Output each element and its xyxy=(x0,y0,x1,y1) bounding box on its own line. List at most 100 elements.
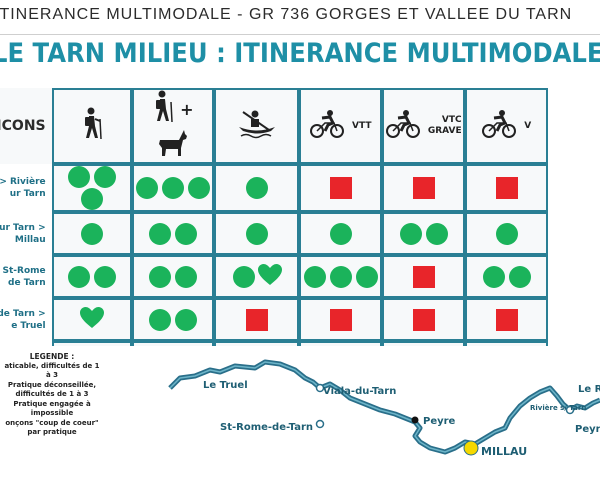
heart-icon xyxy=(257,263,283,291)
table-cell xyxy=(465,164,548,212)
hiker-icon xyxy=(79,107,105,145)
table-cell xyxy=(214,255,300,298)
table-cell xyxy=(214,298,300,341)
table-cell xyxy=(51,255,133,298)
red-square xyxy=(245,308,268,331)
table-body: ier > Rivière ur Tarn e sur Tarn > Millau… xyxy=(0,164,548,346)
table-row: > St-Rome de Tarn xyxy=(0,255,548,298)
legend-line: par pratique xyxy=(27,428,77,436)
green-dot xyxy=(80,188,103,210)
red-square xyxy=(329,308,352,331)
donkey-icon xyxy=(157,128,189,162)
table-cell xyxy=(299,255,383,298)
le-truel-label: Le Truel xyxy=(203,380,248,391)
red-square xyxy=(412,308,435,331)
table-cell xyxy=(214,164,300,212)
table-cell xyxy=(465,255,548,298)
green-dot xyxy=(175,308,198,331)
table-cell xyxy=(299,212,383,255)
green-dot xyxy=(93,265,116,288)
heart-icon xyxy=(79,306,105,334)
viala-dot xyxy=(315,383,325,393)
green-dot xyxy=(399,222,422,245)
road-bike-label: V xyxy=(524,120,532,131)
col-header-road-bike: V xyxy=(465,88,548,164)
green-dot xyxy=(482,265,505,288)
millau-dot xyxy=(463,440,479,456)
col-header-vtt: VTT xyxy=(299,88,383,164)
cyclist-icon xyxy=(385,109,420,143)
table-cell xyxy=(465,341,548,346)
red-square xyxy=(329,177,352,199)
legend-line: Pratique engagée à xyxy=(13,399,91,408)
tarn-river-inner xyxy=(169,361,600,453)
table-row: uel > Brousse Château xyxy=(0,341,548,346)
col-header-hiking xyxy=(51,88,133,164)
peyre-dot xyxy=(411,416,419,424)
green-dot xyxy=(149,265,172,288)
table-cell xyxy=(382,255,466,298)
green-dot xyxy=(329,222,352,245)
table-cell xyxy=(382,298,466,341)
corner-label: ONCONS xyxy=(0,88,52,164)
green-dot xyxy=(303,265,326,288)
legend-line: aticable, difficultés de 1 xyxy=(4,361,100,370)
green-dot xyxy=(188,177,211,199)
legend: LEGENDE : aticable, difficultés de 1 à 3… xyxy=(0,352,104,438)
cyclist-icon xyxy=(482,109,517,143)
table-row: ier > Rivière ur Tarn xyxy=(0,164,548,212)
table-cell xyxy=(132,298,215,341)
vtc-gravel-label: VTC GRAVE xyxy=(427,115,462,136)
table-cell xyxy=(382,341,466,346)
red-square xyxy=(495,308,518,331)
le-r-label: Le R xyxy=(578,384,600,395)
green-dot xyxy=(136,177,159,199)
green-dot xyxy=(149,222,172,245)
green-dot xyxy=(329,265,352,288)
table-cell xyxy=(132,212,215,255)
header-divider xyxy=(0,34,600,35)
row-label: ier > Rivière ur Tarn xyxy=(0,177,46,199)
hiker-icon xyxy=(152,90,174,128)
row-label: e sur Tarn > Millau xyxy=(0,222,46,245)
table-cell xyxy=(299,298,383,341)
green-dot xyxy=(245,177,268,199)
green-dot xyxy=(67,265,90,288)
green-dot xyxy=(67,166,90,188)
legend-title: LEGENDE : xyxy=(29,352,75,361)
col-header-canoe xyxy=(214,88,300,164)
cyclist-icon xyxy=(309,109,344,143)
peyre-label: Peyre xyxy=(423,416,456,427)
table-cell xyxy=(51,212,133,255)
table-row: e sur Tarn > Millau xyxy=(0,212,548,255)
table-cell xyxy=(299,164,383,212)
table-cell xyxy=(214,212,300,255)
legend-line: à 3 xyxy=(45,371,59,379)
route-map: Le Truel Viala-du-Tarn St-Rome-de-Tarn P… xyxy=(168,359,600,458)
st-rome-dot xyxy=(315,419,325,429)
table-header-row: ONCONS + VTT xyxy=(0,88,548,164)
table-cell xyxy=(465,212,548,255)
table-cell xyxy=(465,298,548,341)
green-dot xyxy=(495,222,518,245)
row-label: uel > Brousse Château xyxy=(0,341,52,346)
legend-line: onçons "coup de coeur" xyxy=(5,418,99,427)
viala-label: Viala-du-Tarn xyxy=(323,386,396,397)
green-dot xyxy=(162,177,185,199)
green-dot xyxy=(93,166,116,188)
table-cell xyxy=(51,164,133,212)
table-cell xyxy=(299,341,383,346)
red-square xyxy=(495,177,518,199)
green-dot xyxy=(508,265,531,288)
canoe-icon xyxy=(235,108,279,144)
green-dot xyxy=(175,265,198,288)
table-cell xyxy=(132,164,215,212)
red-square xyxy=(412,177,435,199)
col-header-donkey-hiking: + xyxy=(132,88,215,164)
table-cell xyxy=(382,212,466,255)
st-rome-label: St-Rome-de-Tarn xyxy=(220,422,313,433)
table-cell xyxy=(51,341,133,346)
row-label: > St-Rome de Tarn xyxy=(2,265,46,288)
vtt-label: VTT xyxy=(352,120,372,131)
table-cell xyxy=(51,298,133,341)
